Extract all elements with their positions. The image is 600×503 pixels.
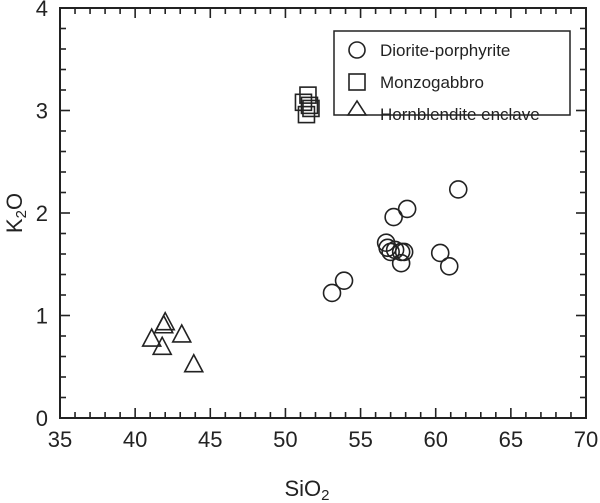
legend-square-icon [348, 73, 366, 91]
legend-triangle-icon [346, 99, 368, 116]
circle-marker-icon [322, 283, 342, 303]
y-tick-label: 1 [36, 304, 48, 329]
circle-marker-icon [439, 256, 459, 276]
data-points [141, 86, 468, 373]
x-tick-label: 35 [48, 427, 72, 452]
legend-label-monzogabbro: Monzogabbro [380, 73, 484, 92]
triangle-marker-icon [183, 352, 205, 373]
legend-circle-icon [348, 41, 366, 59]
x-tick-label: 45 [198, 427, 222, 452]
legend-box [333, 30, 571, 116]
square-marker-icon [299, 86, 317, 104]
triangle-marker-icon [153, 314, 175, 334]
legend-label-diorite: Diorite-porphyrite [380, 41, 510, 60]
circle-marker-icon [430, 243, 450, 263]
square-marker-icon [300, 96, 319, 115]
y-axis-title: K2O [2, 193, 30, 233]
triangle-marker-icon [154, 310, 176, 331]
axis-ticks [59, 7, 587, 419]
circle-marker-icon [384, 207, 403, 227]
circle-marker-icon [391, 253, 411, 273]
circle-marker-icon [448, 180, 468, 199]
x-tick-label: 40 [123, 427, 147, 452]
triangle-marker-icon [171, 323, 193, 343]
square-marker-icon [297, 105, 316, 124]
x-tick-label: 55 [348, 427, 372, 452]
x-tick-label: 65 [499, 427, 523, 452]
square-marker-icon [302, 99, 320, 118]
legend-label-hornblendite: Hornblendite enclave [380, 105, 540, 124]
x-tick-label: 60 [423, 427, 447, 452]
circle-marker-icon [397, 199, 417, 219]
y-tick-label: 3 [36, 99, 48, 124]
x-axis-title: SiO2 [284, 476, 329, 503]
y-tick-label: 4 [36, 0, 48, 21]
tick-labels: 35 40 45 50 55 60 65 70 0 1 2 3 4 [36, 0, 598, 452]
y-tick-label: 0 [36, 406, 48, 431]
plot-frame [59, 7, 587, 419]
x-tick-label: 50 [273, 427, 297, 452]
circle-marker-icon [394, 242, 414, 262]
x-tick-label: 70 [574, 427, 598, 452]
legend: Diorite-porphyrite Monzogabbro Hornblend… [333, 30, 571, 124]
triangle-marker-icon [141, 327, 163, 347]
y-tick-label: 2 [36, 201, 48, 226]
triangle-marker-icon [151, 335, 173, 356]
circle-marker-icon [334, 271, 354, 290]
